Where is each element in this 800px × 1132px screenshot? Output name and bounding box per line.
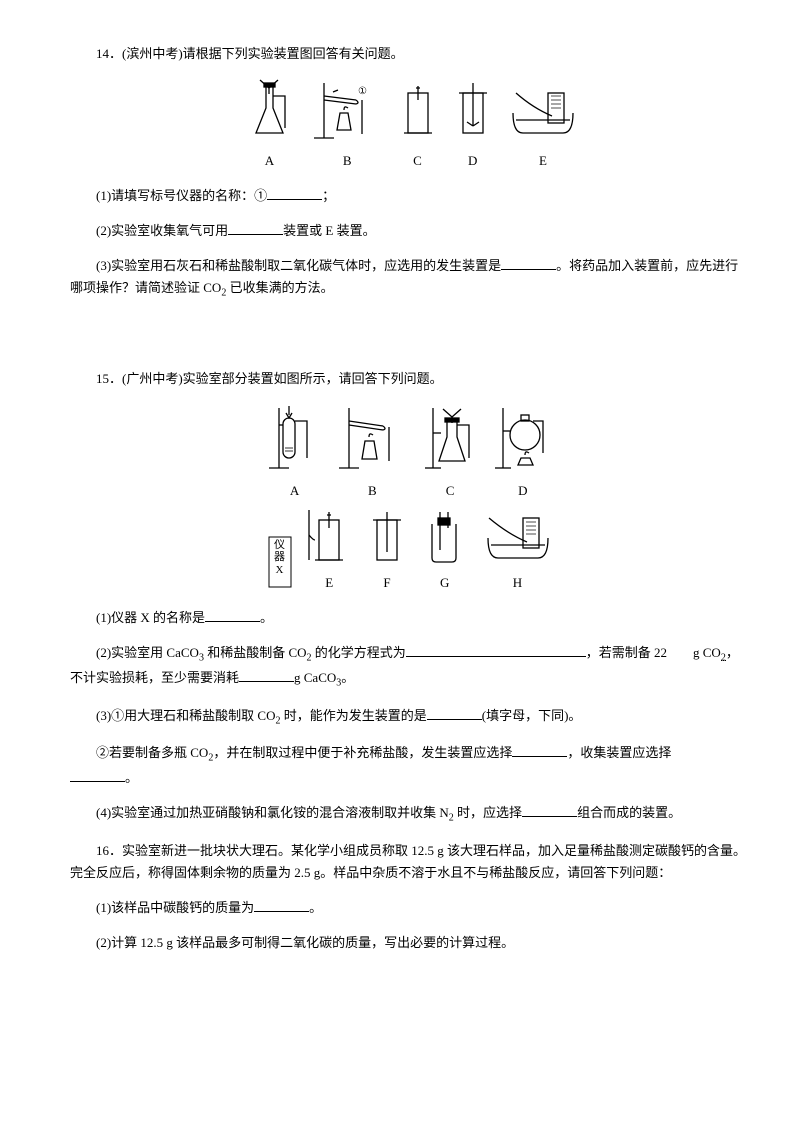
q15-p2-f: g CaCO	[294, 670, 336, 685]
q14-p3: (3)实验室用石灰石和稀盐酸制取二氧化碳气体时，应选用的发生装置是。将药品加入装…	[70, 255, 750, 302]
apparatus-a2: A	[267, 403, 322, 502]
apparatus-h2: H	[483, 510, 553, 594]
apparatus-a: A	[242, 78, 297, 172]
label-h2: H	[483, 572, 553, 594]
q14-stem: 14．(滨州中考)请根据下列实验装置图回答有关问题。	[70, 43, 750, 65]
label-d2: D	[493, 480, 553, 502]
apparatus-e2: E	[307, 510, 352, 594]
svg-text:①: ①	[358, 86, 367, 97]
q16-p1-b: 。	[309, 900, 322, 915]
blank	[70, 768, 125, 782]
page-content: 14．(滨州中考)请根据下列实验装置图回答有关问题。 A	[0, 0, 800, 1017]
q14-p2-a: (2)实验室收集氧气可用	[96, 223, 228, 238]
q15-p3-a: (3)①用大理石和稀盐酸制取 CO	[96, 708, 275, 723]
label-a2: A	[267, 480, 322, 502]
q15-p3-2a: ②若要制备多瓶 CO	[96, 745, 208, 760]
apparatus-x: 仪 器 X	[268, 532, 292, 594]
q15-stem: 15．(广州中考)实验室部分装置如图所示，请回答下列问题。	[70, 368, 750, 390]
blank	[427, 706, 482, 720]
q15-p3-c: (填字母，下同)。	[482, 708, 582, 723]
q15-p4-a: (4)实验室通过加热亚硝酸钠和氯化铵的混合溶液制取并收集 N	[96, 805, 449, 820]
label-b2: B	[337, 480, 407, 502]
blank	[406, 643, 586, 657]
apparatus-f2: F	[367, 510, 407, 594]
q14-p3-c: 已收集满的方法。	[226, 280, 333, 295]
q14-p2-b: 装置或 E 装置。	[283, 223, 375, 238]
q15-p3-2c: ，收集装置应选择	[567, 745, 671, 760]
label-c: C	[398, 150, 438, 172]
q14-p3-a: (3)实验室用石灰石和稀盐酸制取二氧化碳气体时，应选用的发生装置是	[96, 258, 501, 273]
apparatus-d2: D	[493, 403, 553, 502]
q15-p3-2: ②若要制备多瓶 CO2，并在制取过程中便于补充稀盐酸，发生装置应选择，收集装置应…	[70, 742, 750, 789]
apparatus-b: ① B	[312, 78, 382, 172]
blank	[254, 898, 309, 912]
q16-number: 16．	[96, 843, 122, 858]
label-a: A	[242, 150, 297, 172]
q14-p2: (2)实验室收集氧气可用 装置或 E 装置。	[70, 220, 750, 242]
q15-number: 15．	[96, 371, 122, 386]
label-g2: G	[422, 572, 467, 594]
blank	[522, 803, 577, 817]
q15-p2-d: ，若需制备 22 g CO	[586, 645, 721, 660]
apparatus-c2: C	[423, 403, 478, 502]
label-e: E	[508, 150, 578, 172]
q14-number: 14．	[96, 46, 122, 61]
q16-intro: 实验室新进一批块状大理石。某化学小组成员称取 12.5 g 该大理石样品，加入足…	[70, 843, 746, 880]
label-e2: E	[307, 572, 352, 594]
q14-p1: (1)请填写标号仪器的名称：① ；	[70, 185, 750, 207]
label-d: D	[453, 150, 493, 172]
blank	[239, 668, 294, 682]
q14-p1-b: ；	[322, 188, 335, 203]
q15-p1-a: (1)仪器 X 的名称是	[96, 610, 205, 625]
apparatus-d: D	[453, 78, 493, 172]
q16-stem: 16．实验室新进一批块状大理石。某化学小组成员称取 12.5 g 该大理石样品，…	[70, 840, 750, 884]
blank	[205, 608, 260, 622]
q15-p4-b: 时，应选择	[454, 805, 522, 820]
apparatus-b2: B	[337, 403, 407, 502]
apparatus-e: E	[508, 78, 578, 172]
label-c2: C	[423, 480, 478, 502]
q15-source: (广州中考)实验室部分装置如图所示，请回答下列问题。	[122, 371, 443, 386]
blank	[512, 743, 567, 757]
q15-p1-b: 。	[260, 610, 273, 625]
q16-p1: (1)该样品中碳酸钙的质量为 。	[70, 897, 750, 919]
q15-p3-2d: 。	[125, 770, 138, 785]
q15-p3-b: 时，能作为发生装置的是	[280, 708, 426, 723]
q15-figure-row2: 仪 器 X E	[70, 510, 750, 594]
q16-p1-a: (1)该样品中碳酸钙的质量为	[96, 900, 254, 915]
q15-p3-2b: ，并在制取过程中便于补充稀盐酸，发生装置应选择	[213, 745, 512, 760]
q15-p2-g: 。	[341, 670, 354, 685]
q15-p4: (4)实验室通过加热亚硝酸钠和氯化铵的混合溶液制取并收集 N2 时，应选择组合而…	[70, 802, 750, 827]
q16-p2: (2)计算 12.5 g 该样品最多可制得二氧化碳的质量，写出必要的计算过程。	[70, 932, 750, 954]
label-f2: F	[367, 572, 407, 594]
q15-p2-a: (2)实验室用 CaCO	[96, 645, 199, 660]
blank	[267, 186, 322, 200]
q15-p1: (1)仪器 X 的名称是 。	[70, 607, 750, 629]
apparatus-c: C	[398, 78, 438, 172]
spacer	[70, 315, 750, 355]
q15-p3-1: (3)①用大理石和稀盐酸制取 CO2 时，能作为发生装置的是(填字母，下同)。	[70, 705, 750, 730]
blank	[228, 221, 283, 235]
q16-p2-text: (2)计算 12.5 g 该样品最多可制得二氧化碳的质量，写出必要的计算过程。	[96, 935, 514, 950]
q14-figure: A ① B	[70, 78, 750, 172]
q15-p2-c: 的化学方程式为	[312, 645, 406, 660]
q14-source: (滨州中考)请根据下列实验装置图回答有关问题。	[122, 46, 404, 61]
apparatus-g2: G	[422, 510, 467, 594]
blank	[501, 256, 556, 270]
label-b: B	[312, 150, 382, 172]
q15-figure-row1: A B	[70, 403, 750, 502]
q15-p4-c: 组合而成的装置。	[577, 805, 681, 820]
q14-p1-a: (1)请填写标号仪器的名称：①	[96, 188, 267, 203]
q15-p2-b: 和稀盐酸制备 CO	[204, 645, 307, 660]
q15-p2: (2)实验室用 CaCO3 和稀盐酸制备 CO2 的化学方程式为，若需制备 22…	[70, 642, 750, 691]
